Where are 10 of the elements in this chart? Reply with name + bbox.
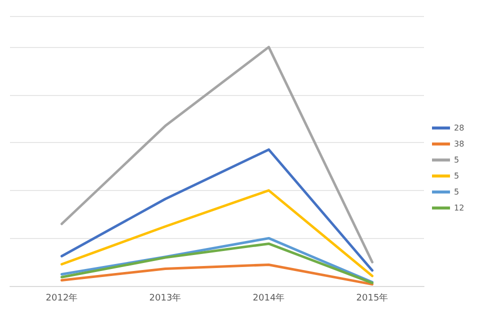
legend-label: 5 — [454, 188, 460, 196]
x-tick-label: 2012年 — [46, 292, 78, 304]
x-tick-label: 2015年 — [356, 292, 388, 304]
legend-label: 38 — [454, 140, 464, 148]
legend-label: 12 — [454, 204, 464, 212]
x-tick-label: 2013年 — [149, 292, 182, 304]
x-tick-label: 2014年 — [252, 292, 285, 304]
legend-label: 5 — [454, 156, 460, 164]
legend-label: 28 — [454, 124, 464, 132]
legend-label: 5 — [454, 172, 460, 180]
